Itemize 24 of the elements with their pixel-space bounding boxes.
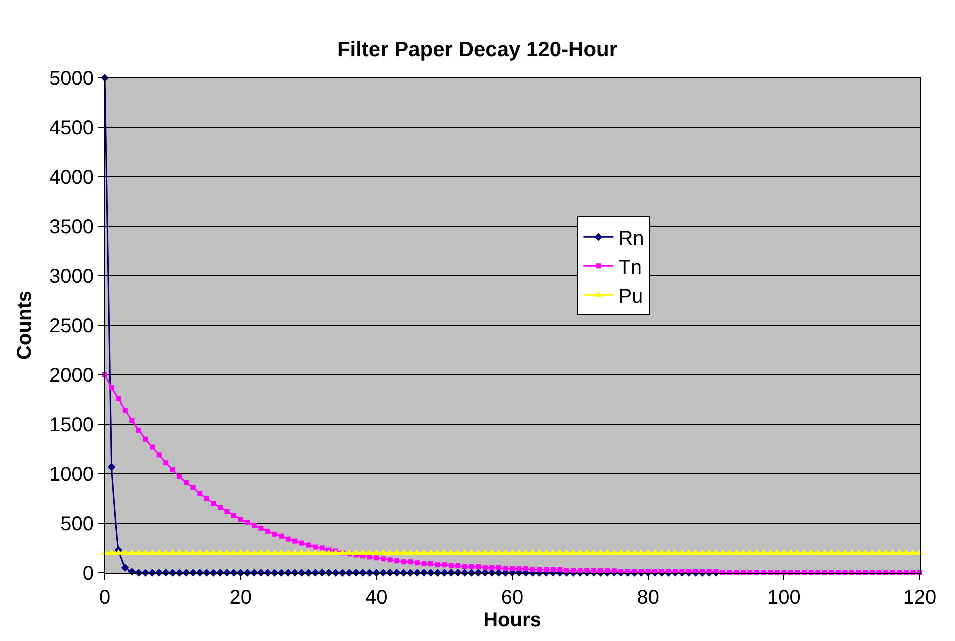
y-tick-label: 4500 xyxy=(50,118,94,140)
x-axis-title: Hours xyxy=(484,610,542,632)
y-tick-label: 4000 xyxy=(50,167,94,189)
y-tick-label: 2500 xyxy=(50,316,94,338)
x-tick-label: 60 xyxy=(501,587,524,609)
y-tick-label: 3500 xyxy=(50,216,94,238)
y-tick-label: 3000 xyxy=(50,266,94,288)
x-tick-label: 100 xyxy=(767,587,801,609)
x-tick-label: 20 xyxy=(230,587,252,609)
y-tick-label: 1000 xyxy=(50,464,94,486)
x-tick-label: 80 xyxy=(637,587,660,609)
x-tick-label: 120 xyxy=(903,587,937,609)
chart-title: Filter Paper Decay 120-Hour xyxy=(337,38,618,62)
legend-label: Tn xyxy=(618,256,642,279)
y-tick-label: 5000 xyxy=(50,68,94,90)
x-tick-label: 40 xyxy=(366,587,388,609)
y-tick-label: 500 xyxy=(60,514,94,536)
y-tick-label: 1500 xyxy=(50,414,94,436)
y-tick-label: 2000 xyxy=(50,365,94,387)
legend-label: Rn xyxy=(618,228,644,250)
x-tick-label: 0 xyxy=(99,587,111,609)
y-tick-label: 0 xyxy=(82,563,94,585)
legend-label: Pu xyxy=(618,286,644,308)
y-axis-title: Counts xyxy=(14,291,36,360)
